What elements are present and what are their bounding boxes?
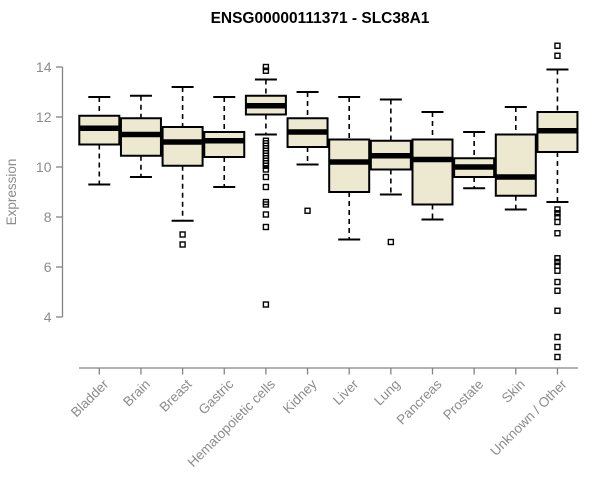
outlier-point xyxy=(304,207,311,214)
outlier-point xyxy=(554,258,561,266)
outlier-point xyxy=(554,218,561,226)
outlier-point xyxy=(179,241,186,248)
outlier-point xyxy=(554,267,561,274)
outlier-point xyxy=(262,67,270,74)
x-category-label: Bladder xyxy=(68,376,112,420)
y-tick-label: 12 xyxy=(36,109,52,125)
x-category-label: Kidney xyxy=(280,376,320,416)
outlier-point xyxy=(262,211,270,218)
outlier-point xyxy=(554,230,561,237)
outlier-point xyxy=(262,166,270,173)
y-tick-label: 10 xyxy=(36,159,52,175)
outlier-point xyxy=(554,343,561,351)
x-category-label: Skin xyxy=(499,377,528,406)
box-iqr xyxy=(203,131,246,158)
outlier-point xyxy=(262,183,270,191)
x-category-label: Gastric xyxy=(196,376,237,417)
outlier-point xyxy=(262,223,270,231)
y-axis-title: Expression xyxy=(4,159,19,226)
y-tick-label: 14 xyxy=(36,59,52,75)
outlier-point xyxy=(262,201,270,208)
outlier-point xyxy=(554,206,561,213)
box-iqr xyxy=(328,138,371,193)
outlier-point xyxy=(554,353,561,361)
x-category-label: Unknown / Other xyxy=(487,376,570,459)
outlier-point xyxy=(554,255,561,262)
x-category-label: Prostate xyxy=(440,377,486,423)
x-category-label: Liver xyxy=(330,376,362,408)
outlier-point xyxy=(262,63,270,71)
outlier-point xyxy=(554,333,561,341)
chart-title: ENSG00000111371 - SLC38A1 xyxy=(211,10,430,27)
x-category-label: Lung xyxy=(371,377,403,409)
x-category-label: Breast xyxy=(157,376,195,414)
outlier-point xyxy=(554,287,561,294)
y-tick-label: 4 xyxy=(44,309,52,325)
y-tick-label: 8 xyxy=(44,209,52,225)
outlier-point xyxy=(262,162,270,169)
outlier-point xyxy=(387,238,395,246)
box-iqr xyxy=(494,133,537,197)
outlier-point xyxy=(554,278,561,286)
outlier-point xyxy=(554,210,561,217)
outlier-point xyxy=(179,231,186,238)
outlier-point xyxy=(262,301,270,308)
y-tick-label: 6 xyxy=(44,259,52,275)
box-iqr xyxy=(411,138,454,206)
outlier-point xyxy=(554,42,561,49)
outlier-point xyxy=(554,307,561,314)
outlier-point xyxy=(262,173,270,181)
outlier-point xyxy=(554,52,561,59)
box-iqr xyxy=(161,126,204,167)
x-category-label: Brain xyxy=(120,377,153,410)
x-category-label: Pancreas xyxy=(394,376,445,427)
